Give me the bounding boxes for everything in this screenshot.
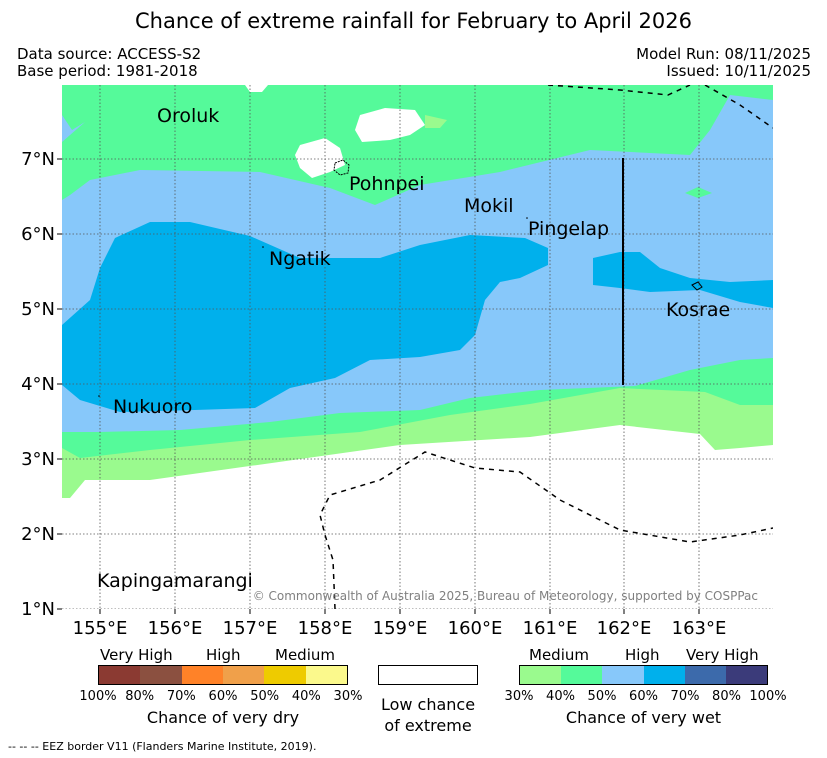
legend-tick-label: 30% [333,689,363,704]
wet-legend-title: Chance of very wet [565,708,722,727]
data-source-text: Data source: ACCESS-S2 [17,45,202,63]
pingelap-atoll [526,217,528,219]
legend-tick-label: 70% [166,689,196,704]
oroluk-label: Oroluk [157,105,219,127]
wet-40-patch [685,187,712,198]
lat-tick-label: 6°N [21,224,55,245]
lon-tick-label: 158°E [298,618,353,639]
lat-tick-label: 3°N [21,449,55,470]
wet-swatch [602,666,644,684]
legend-tick-label: 60% [208,689,238,704]
lon-tick-label: 160°E [448,618,503,639]
lon-tick-label: 161°E [523,618,578,639]
dry-swatch [264,666,306,684]
lat-tick-label: 1°N [21,599,55,620]
lon-tick-label: 159°E [373,618,428,639]
lat-tick-label: 7°N [21,149,55,170]
dry-group-medium: Medium [275,646,335,664]
low-chance-patch [295,138,345,178]
pingelap-label: Pingelap [528,218,609,240]
lon-tick-label: 163°E [672,618,727,639]
legend-tick-label: 100% [749,689,787,704]
lat-tick-label: 5°N [21,299,55,320]
meta-left: Data source: ACCESS-S2 Base period: 1981… [17,46,201,80]
low-chance-line2: of extreme [384,716,472,735]
lat-tick-label: 4°N [21,374,55,395]
legend-tick-label: 60% [629,689,658,704]
wet-colorbar [519,665,768,685]
legend-tick-label: 40% [291,689,321,704]
dry-group-very-high: Very High [100,646,173,664]
kapingamarangi-label: Kapingamarangi [97,570,253,592]
legend-tick-label: 30% [504,689,534,704]
lon-tick-label: 155°E [73,618,128,639]
dry-swatch [222,666,265,684]
ngatik-atoll [262,246,264,248]
low-chance-swatch [378,665,478,685]
kosrae-island [691,281,703,291]
wet-swatch [520,666,562,684]
legend-tick-label: 50% [250,689,280,704]
lon-tick-label: 162°E [597,618,652,639]
model-run-text: Model Run: 08/11/2025 [636,45,811,63]
low-chance-line1: Low chance [380,695,476,714]
wet-swatch [725,666,768,684]
eez-footnote: -- -- -- EEZ border V11 (Flanders Marine… [8,740,317,753]
map-fill-layer [62,85,773,609]
chart-title: Chance of extreme rainfall for February … [135,9,692,33]
legend-tick-label: 100% [79,689,117,704]
wet-60-region [62,222,773,412]
dry-swatch [181,666,223,684]
dry-swatch [305,666,347,684]
gridlines [62,85,773,609]
dry-swatch [99,666,141,684]
wet-swatch [561,666,603,684]
low-chance-label: Low chance of extreme [368,694,488,736]
nukuoro-label: Nukuoro [113,396,192,418]
place-labels: Oroluk Pohnpei Mokil Pingelap Ngatik Kos… [97,105,730,592]
dry-swatch [140,666,182,684]
wet-30-patch [425,115,447,128]
pohnpei-label: Pohnpei [349,173,425,195]
issued-text: Issued: 10/11/2025 [666,62,811,80]
legend-tick-label: 70% [670,689,700,704]
wet-group-medium: Medium [529,646,589,664]
ngatik-label: Ngatik [269,248,331,270]
dry-colorbar [98,665,348,685]
meta-right: Model Run: 08/11/2025 Issued: 10/11/2025 [636,46,811,80]
lat-tick-labels: 1°N 2°N 3°N 4°N 5°N 6°N 7°N [21,149,55,620]
wet-group-very-high: Very High [686,646,759,664]
legend-tick-label: 40% [546,689,575,704]
copyright-text: © Commonwealth of Australia 2025, Bureau… [253,589,758,603]
dry-legend-title: Chance of very dry [146,708,300,727]
wet-swatch [643,666,685,684]
eez-borders [319,85,773,609]
kosrae-label: Kosrae [666,299,730,321]
pohnpei-island [333,159,350,176]
lon-tick-labels: 155°E 156°E 157°E 158°E 159°E 160°E 161°E 162°E… [73,618,727,639]
mokil-label: Mokil [464,195,514,217]
base-period-text: Base period: 1981-2018 [17,62,198,80]
nukuoro-atoll [98,395,100,397]
lon-tick-label: 156°E [148,618,203,639]
lat-tick-label: 2°N [21,524,55,545]
wet-group-high: High [625,646,660,664]
axis-ticks [57,158,700,614]
legend-tick-label: 80% [712,689,741,704]
wet-swatch [684,666,726,684]
low-chance-patch [355,108,425,142]
dry-group-high: High [206,646,241,664]
lon-tick-label: 157°E [223,618,278,639]
legend-tick-label: 80% [125,689,155,704]
low-chance-patch [245,85,268,92]
legend-tick-label: 50% [587,689,617,704]
